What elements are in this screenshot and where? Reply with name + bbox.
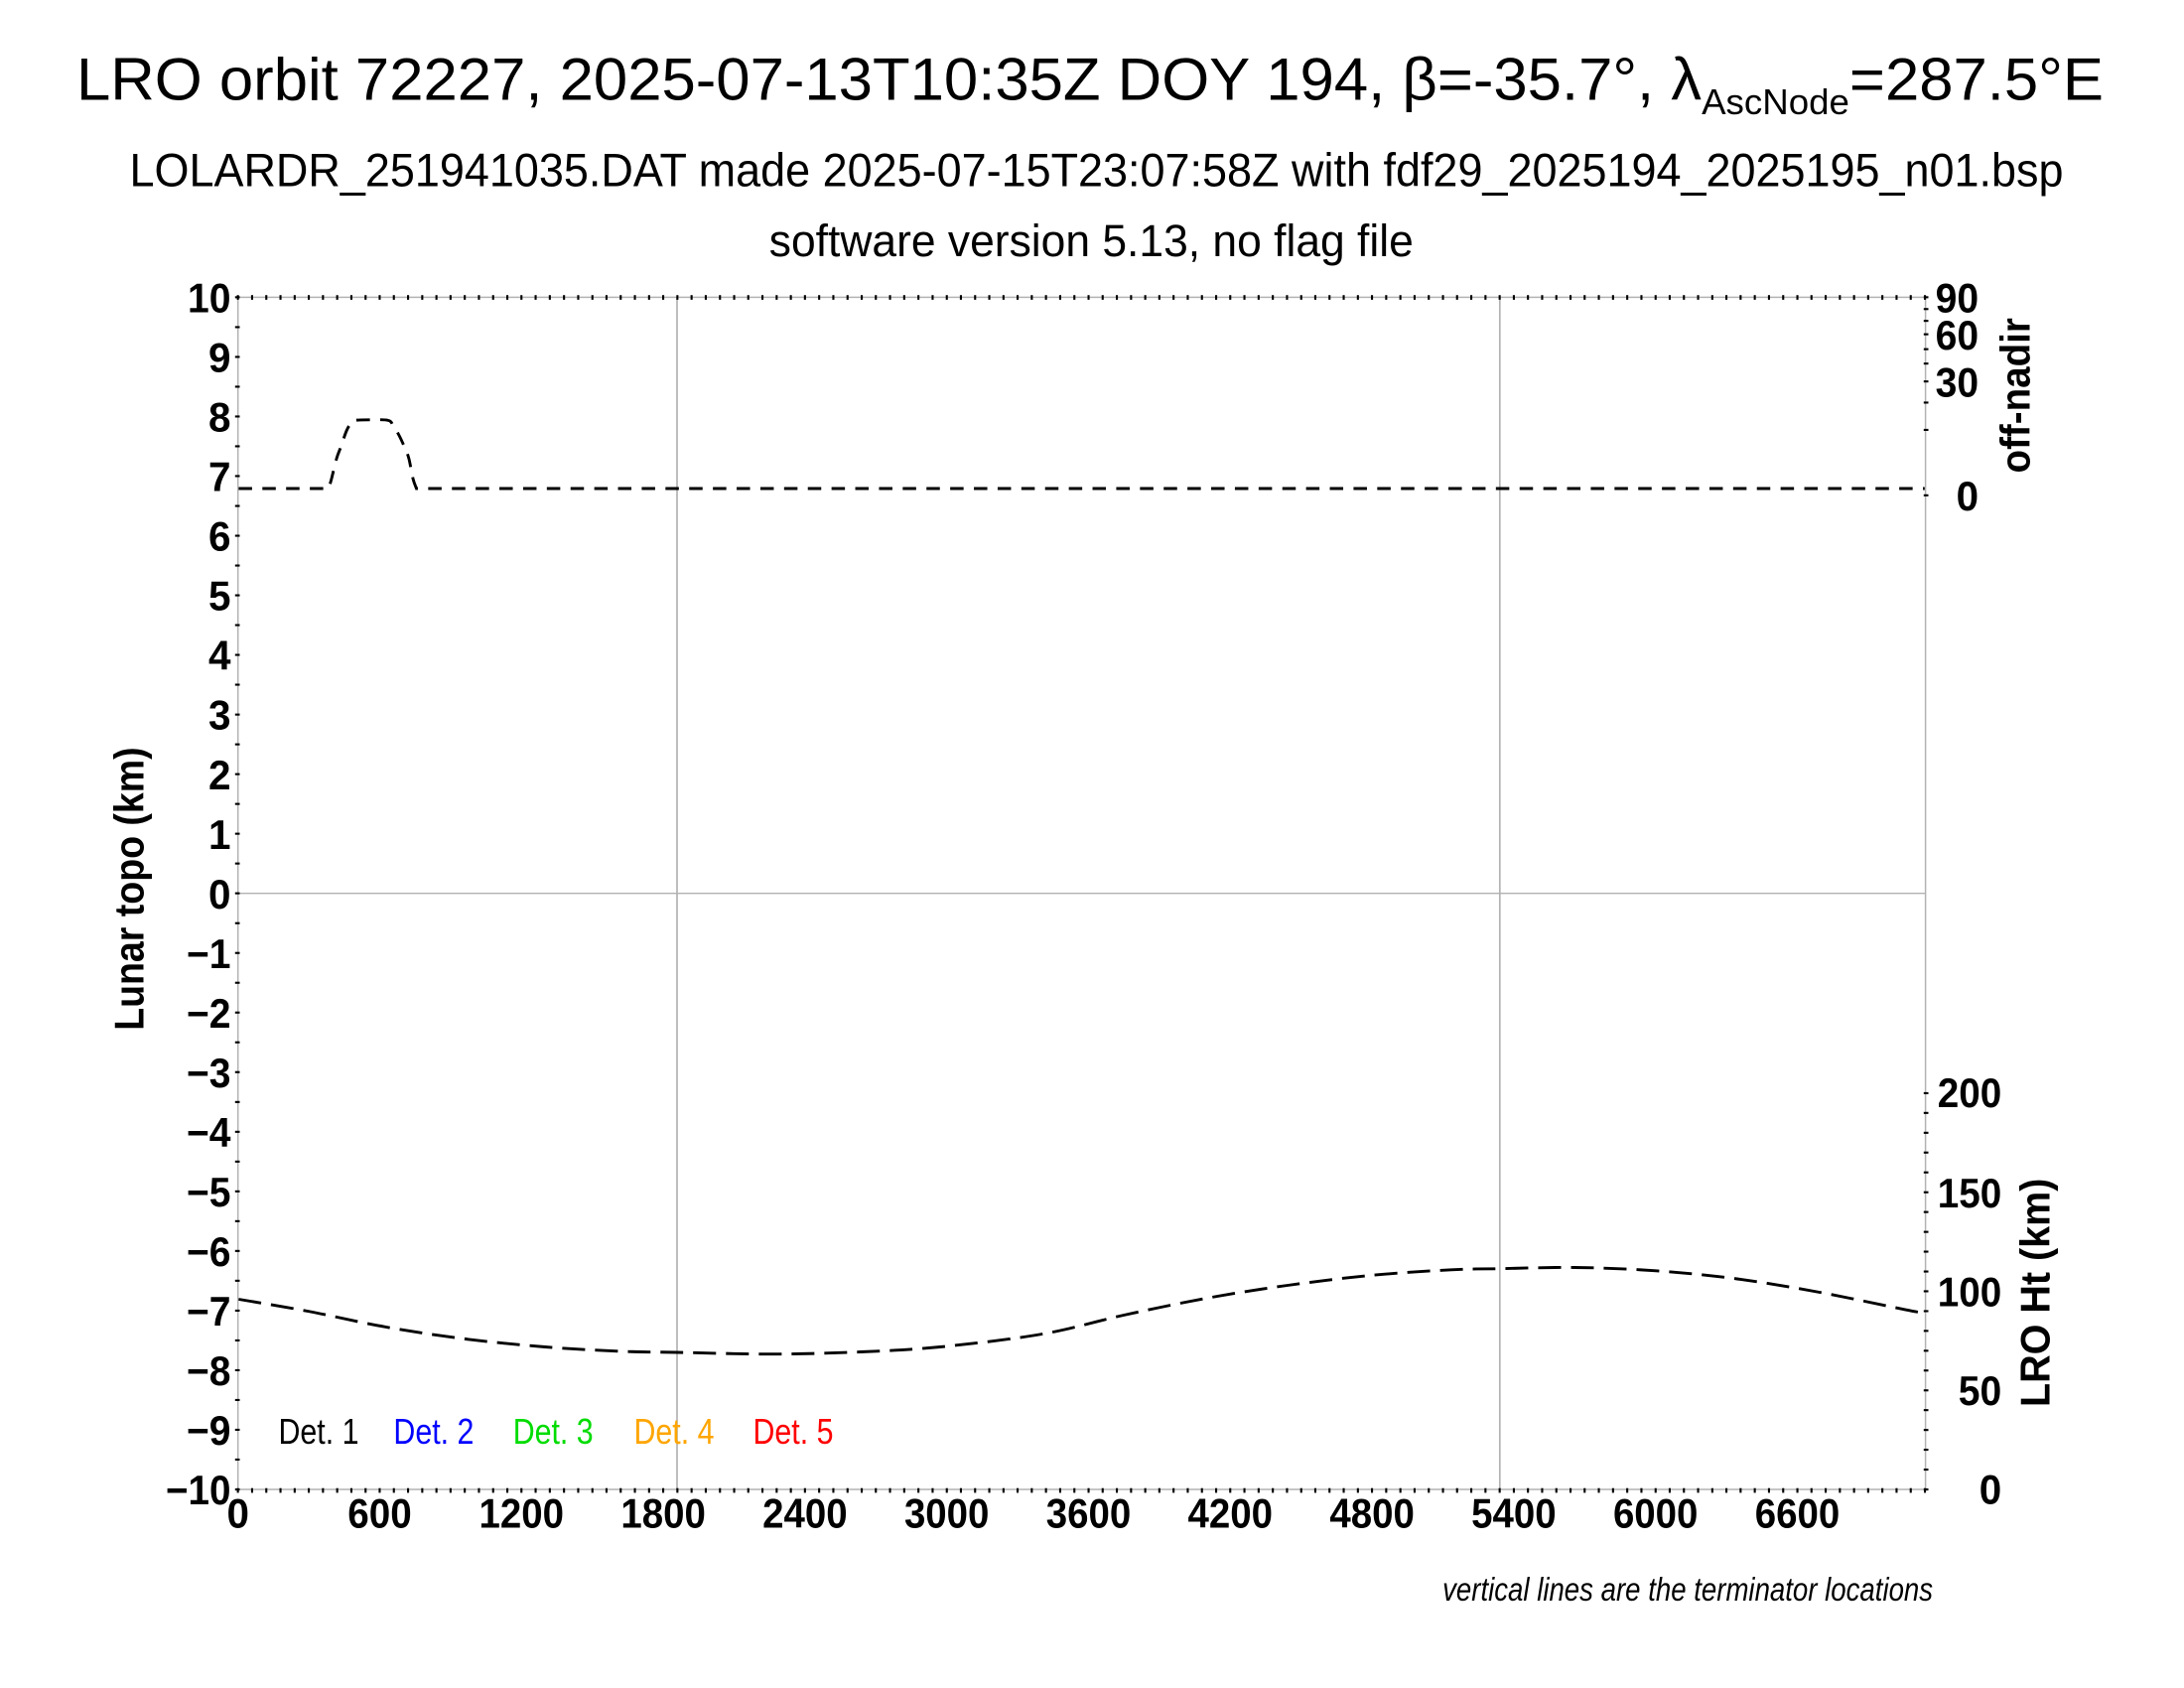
svg-text:2400: 2400 [762, 1489, 848, 1536]
svg-text:vertical lines are the termina: vertical lines are the terminator locati… [1442, 1571, 1933, 1608]
svg-text:1800: 1800 [620, 1489, 706, 1536]
svg-text:−1: −1 [187, 930, 231, 977]
svg-text:−9: −9 [187, 1407, 231, 1454]
svg-text:4200: 4200 [1188, 1489, 1274, 1536]
svg-text:software version 5.13, no flag: software version 5.13, no flag file [769, 215, 1414, 266]
svg-text:100: 100 [1938, 1269, 2002, 1316]
svg-text:−2: −2 [187, 990, 231, 1037]
svg-text:3000: 3000 [904, 1489, 990, 1536]
svg-text:8: 8 [208, 394, 231, 441]
svg-text:−5: −5 [187, 1169, 231, 1215]
svg-text:−7: −7 [187, 1288, 231, 1335]
svg-text:1: 1 [208, 811, 231, 858]
svg-text:3600: 3600 [1046, 1489, 1132, 1536]
svg-text:5400: 5400 [1471, 1489, 1557, 1536]
svg-text:6: 6 [208, 513, 231, 560]
svg-text:Lunar topo (km): Lunar topo (km) [106, 747, 153, 1030]
svg-text:7: 7 [208, 454, 231, 500]
svg-text:200: 200 [1938, 1069, 2002, 1116]
svg-text:off-nadir: off-nadir [1992, 318, 2039, 473]
svg-text:−4: −4 [187, 1109, 231, 1156]
svg-text:1200: 1200 [479, 1489, 565, 1536]
svg-text:−3: −3 [187, 1050, 231, 1096]
svg-text:60: 60 [1936, 312, 1979, 358]
svg-text:0: 0 [1979, 1467, 2002, 1513]
svg-text:600: 600 [347, 1489, 412, 1536]
svg-text:Det. 1: Det. 1 [279, 1411, 359, 1452]
svg-text:30: 30 [1936, 358, 1979, 405]
svg-text:10: 10 [188, 275, 231, 322]
svg-text:2: 2 [208, 752, 231, 798]
svg-text:4: 4 [208, 633, 231, 679]
svg-text:LRO Ht (km): LRO Ht (km) [2012, 1179, 2059, 1407]
svg-text:Det. 2: Det. 2 [393, 1411, 474, 1452]
svg-text:0: 0 [226, 1489, 249, 1536]
svg-text:90: 90 [1936, 275, 1979, 322]
svg-text:0: 0 [208, 871, 231, 917]
svg-text:4800: 4800 [1329, 1489, 1415, 1536]
svg-text:−10: −10 [166, 1467, 231, 1513]
svg-text:50: 50 [1959, 1367, 2002, 1414]
svg-text:9: 9 [208, 335, 231, 381]
svg-text:−8: −8 [187, 1347, 231, 1394]
svg-text:150: 150 [1938, 1170, 2002, 1216]
svg-text:−6: −6 [187, 1228, 231, 1275]
svg-text:Det. 4: Det. 4 [634, 1411, 715, 1452]
svg-text:6000: 6000 [1613, 1489, 1699, 1536]
svg-text:0: 0 [1957, 473, 1979, 519]
svg-text:5: 5 [208, 573, 231, 620]
svg-text:6600: 6600 [1755, 1489, 1841, 1536]
svg-text:Det. 5: Det. 5 [753, 1411, 834, 1452]
svg-text:3: 3 [208, 692, 231, 739]
svg-text:LOLARDR_251941035.DAT made 202: LOLARDR_251941035.DAT made 2025-07-15T23… [130, 144, 2064, 197]
svg-text:Det. 3: Det. 3 [513, 1411, 594, 1452]
